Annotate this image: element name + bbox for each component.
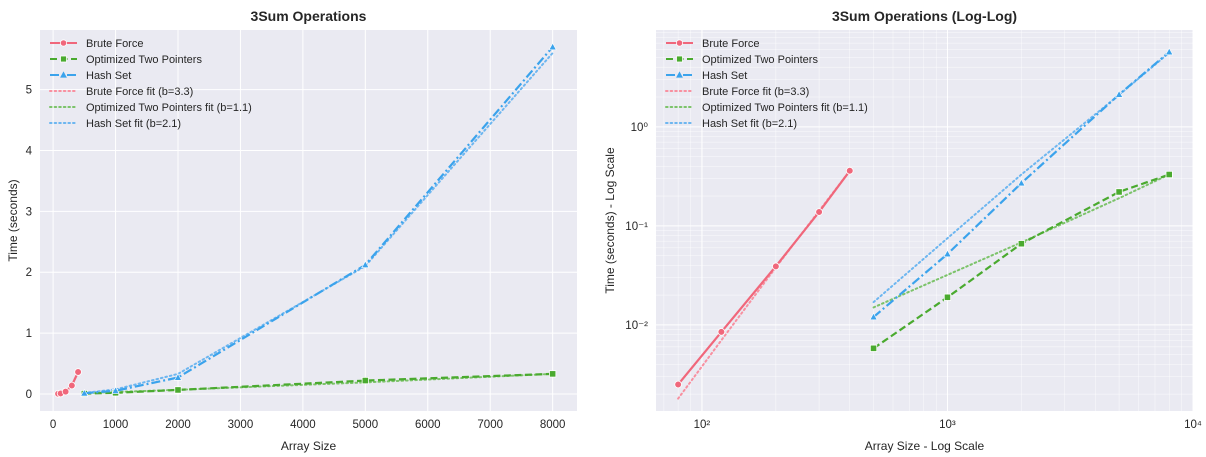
legend-label-0: Brute Force — [86, 38, 143, 50]
data-point — [815, 208, 823, 216]
data-point — [1017, 240, 1025, 248]
data-point — [74, 368, 82, 376]
x-tick-label: 5000 — [353, 419, 379, 431]
legend: Brute Force Optimized Two Pointers Hash Se… — [49, 38, 252, 130]
legend-label-4: Optimized Two Pointers fit (b=1.1) — [86, 102, 252, 114]
data-point — [1114, 90, 1124, 98]
legend-label-1: Optimized Two Pointers — [702, 54, 818, 66]
legend-marker — [59, 39, 68, 47]
x-axis-label: Array Size — [281, 439, 337, 453]
legend-marker — [60, 71, 67, 78]
legend-marker — [60, 55, 67, 63]
data-point — [68, 381, 76, 390]
data-point — [674, 380, 682, 389]
data-point — [548, 42, 557, 51]
data-point — [1165, 170, 1173, 179]
x-axis-label: Array Size - Log Scale — [865, 439, 985, 453]
data-point — [717, 328, 726, 336]
y-tick-label: 10⁻¹ — [625, 221, 648, 233]
chart-title: 3Sum Operations — [251, 8, 367, 24]
data-point — [111, 386, 120, 394]
y-tick-label: 2 — [26, 267, 32, 279]
legend-marker — [676, 71, 683, 78]
y-tick-label: 4 — [26, 146, 33, 158]
data-point — [361, 376, 369, 385]
legend-label-4: Optimized Two Pointers fit (b=1.1) — [702, 102, 868, 114]
legend-label-5: Hash Set fit (b=2.1) — [86, 118, 181, 130]
legend-label-0: Brute Force — [702, 38, 759, 50]
y-tick-label: 3 — [26, 206, 32, 218]
y-tick-label: 10⁻² — [625, 320, 648, 332]
y-tick-label: 10⁰ — [631, 122, 649, 134]
y-tick-label: 0 — [26, 389, 32, 401]
x-tick-label: 10⁴ — [1184, 419, 1202, 431]
x-tick-label: 2000 — [165, 419, 191, 431]
y-axis-label: Time (seconds) - Log Scale — [603, 147, 617, 294]
chart-0: 0 1000 2000 3000 4000 5000 6000 7000 8000 0 1 2 3 4 5 3… — [6, 8, 577, 453]
x-tick-label: 1000 — [103, 419, 129, 431]
legend-label-2: Hash Set — [86, 70, 131, 82]
plot-area — [40, 30, 577, 411]
chart-1: 10² 10³ 10⁴ 10⁻² 10⁻¹ 10⁰ 3Sum Operations (Log… — [603, 8, 1202, 453]
data-point — [61, 387, 70, 396]
data-point — [772, 262, 780, 271]
x-tick-label: 8000 — [540, 419, 566, 431]
legend-label-3: Brute Force fit (b=3.3) — [702, 86, 809, 98]
data-point — [1115, 188, 1123, 196]
data-point — [80, 388, 89, 397]
legend-marker — [675, 39, 684, 47]
legend-label-2: Hash Set — [702, 70, 747, 82]
legend-marker — [676, 55, 683, 63]
x-tick-label: 6000 — [415, 419, 441, 431]
legend-label-5: Hash Set fit (b=2.1) — [702, 118, 797, 130]
x-tick-label: 10² — [694, 419, 711, 431]
y-tick-label: 5 — [26, 85, 32, 97]
data-point — [869, 312, 878, 321]
data-point — [174, 386, 182, 394]
x-tick-label: 10³ — [939, 419, 956, 431]
x-tick-label: 4000 — [290, 419, 316, 431]
data-point — [1165, 47, 1174, 56]
legend-label-1: Optimized Two Pointers — [86, 54, 202, 66]
chart-title: 3Sum Operations (Log-Log) — [832, 8, 1017, 24]
data-point — [943, 293, 952, 301]
legend: Brute Force Optimized Two Pointers Hash Se… — [665, 38, 868, 130]
data-point — [869, 344, 878, 352]
x-tick-label: 0 — [50, 419, 56, 431]
y-axis-label: Time (seconds) — [6, 179, 20, 261]
data-point — [1017, 178, 1026, 187]
series-line-5 — [872, 51, 1171, 304]
x-tick-label: 3000 — [228, 419, 254, 431]
y-tick-label: 1 — [26, 328, 32, 340]
x-tick-label: 7000 — [477, 419, 503, 431]
data-point — [943, 249, 952, 258]
series-line-2 — [84, 46, 554, 395]
data-point — [361, 260, 370, 269]
data-point — [173, 373, 183, 381]
data-point — [549, 370, 557, 378]
data-point — [845, 166, 854, 175]
plot-area — [656, 30, 1193, 411]
legend-label-3: Brute Force fit (b=3.3) — [86, 86, 193, 98]
